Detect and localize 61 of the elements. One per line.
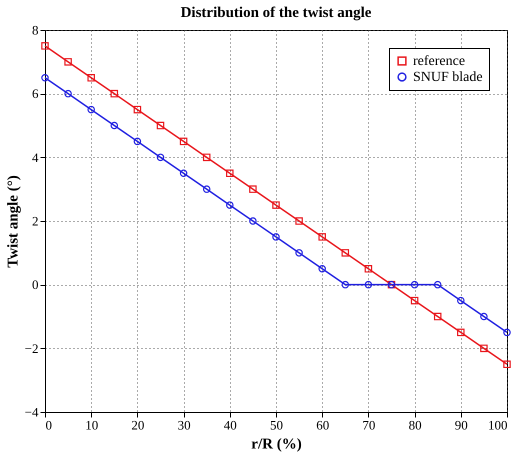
point [134, 138, 142, 146]
point [41, 42, 49, 50]
point [180, 169, 188, 178]
x-axis-title: r/R (%) [251, 436, 302, 452]
point [318, 233, 326, 241]
x-tick-label: 70 [362, 418, 376, 432]
point [503, 360, 511, 368]
x-tick-label: 20 [131, 418, 144, 432]
x-tick-label: 80 [408, 418, 422, 432]
point [364, 264, 372, 273]
x-tick-label: 100 [488, 418, 508, 432]
point [110, 122, 118, 130]
point [110, 90, 118, 98]
point [226, 201, 234, 209]
y-tick-label: 2 [32, 214, 38, 228]
y-tick-label: 6 [32, 86, 39, 102]
y-tick-label: 4 [32, 150, 39, 165]
y-tick-label: 8 [32, 22, 38, 38]
point [249, 217, 257, 225]
point [434, 280, 442, 288]
point [156, 122, 164, 130]
point [134, 106, 142, 114]
point [226, 169, 234, 178]
y-tick-label: −4 [24, 404, 39, 420]
point [202, 154, 210, 162]
point [480, 344, 488, 352]
point [410, 296, 418, 304]
point [480, 312, 488, 320]
x-tick-label: 90 [454, 418, 468, 432]
point [180, 138, 188, 146]
point [410, 280, 418, 288]
point [434, 312, 442, 320]
point [457, 328, 465, 336]
point [272, 233, 280, 241]
legend-label: reference [413, 54, 466, 69]
x-tick-label: 40 [224, 418, 237, 432]
point [87, 106, 95, 114]
point [295, 217, 303, 225]
x-tick-label: 0 [46, 418, 52, 432]
x-tick-label: 10 [85, 418, 98, 432]
y-tick-label: −2 [24, 340, 38, 356]
point [64, 58, 72, 66]
x-tick-label: 30 [178, 418, 191, 432]
y-axis-title: Twist angle (°) [6, 175, 22, 268]
y-tick-label: 0 [32, 277, 38, 292]
point [64, 90, 72, 98]
point [202, 185, 210, 193]
point [342, 249, 350, 257]
point [272, 201, 280, 209]
x-tick-label: 50 [270, 418, 283, 432]
point [295, 249, 303, 257]
chart-title: Distribution of the twist angle [180, 5, 372, 21]
point [318, 264, 326, 273]
point [364, 280, 372, 288]
point [457, 296, 465, 304]
point [342, 280, 350, 288]
point [249, 185, 257, 193]
point [87, 74, 95, 82]
point [156, 154, 164, 162]
x-tick-label: 60 [316, 418, 330, 432]
legend-label: SNUF blade [413, 70, 483, 85]
